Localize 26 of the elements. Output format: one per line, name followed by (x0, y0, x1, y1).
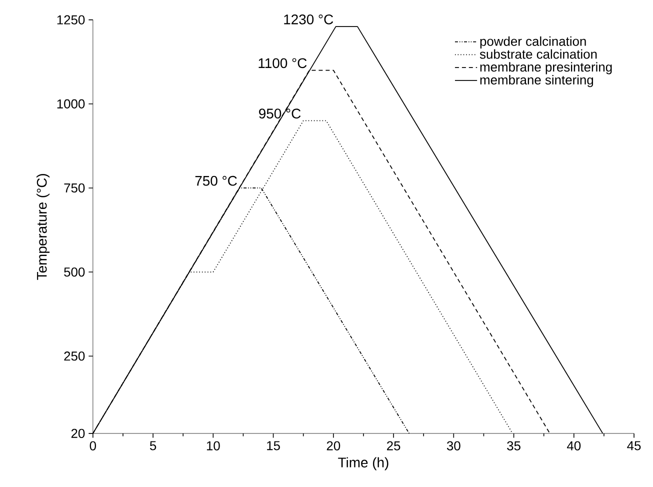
x-tick-label: 40 (566, 441, 581, 450)
legend-label: substrate calcination (480, 49, 597, 59)
y-tick-label: 500 (64, 267, 85, 276)
annotation: 1230 °C (284, 14, 334, 24)
x-tick-label: 10 (206, 441, 220, 450)
x-tick-label: 25 (386, 441, 400, 450)
x-tick-label: 20 (326, 441, 340, 450)
y-axis-title: Temperature (°C) (36, 174, 50, 280)
annotation: 950 °C (259, 108, 301, 118)
x-tick-label: 30 (446, 441, 460, 450)
x-tick-label: 15 (267, 441, 280, 450)
y-tick-label: 750 (64, 183, 85, 192)
y-tick-label: 1000 (57, 99, 85, 108)
legend-label: powder calcination (480, 36, 586, 48)
x-axis-title: Time (h) (338, 457, 388, 470)
x-tick-label: 45 (627, 441, 641, 450)
legend-label: membrane presintering (480, 62, 612, 74)
legend-label: membrane sintering (480, 74, 594, 87)
x-tick-label: 5 (150, 441, 156, 450)
y-tick-label: 1250 (57, 15, 85, 24)
y-tick-label: 20 (71, 428, 85, 438)
annotation: 750 °C (195, 176, 237, 186)
x-tick-label: 0 (90, 441, 96, 450)
y-tick-label: 250 (64, 351, 85, 361)
x-tick-label: 35 (507, 441, 520, 450)
annotation: 1100 °C (258, 58, 307, 68)
